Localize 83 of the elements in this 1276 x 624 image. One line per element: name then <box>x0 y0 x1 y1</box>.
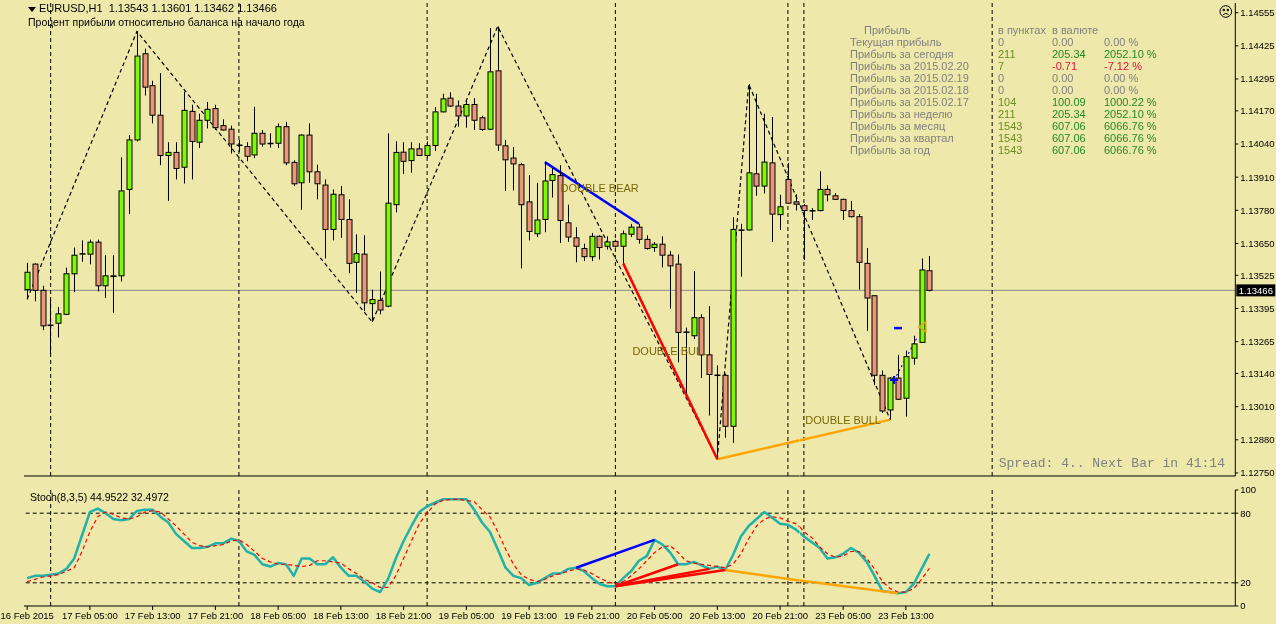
x-tick-label: 20 Feb 13:00 <box>689 609 746 621</box>
text: 1543 <box>998 132 1023 144</box>
y-tick-label: 20 <box>1239 577 1251 589</box>
y-tick-label: 1.13395 <box>1239 302 1275 314</box>
text: 1543 <box>998 120 1023 132</box>
category-label: Прибыль за год <box>850 144 930 156</box>
category-label: Прибыль за квартал <box>850 132 954 144</box>
text: 1543 <box>998 144 1023 156</box>
text: 0 <box>998 36 1005 48</box>
category-label: Прибыль за 2015.02.17 <box>850 96 969 108</box>
annotation: Spread: 4.. Next Bar in 41:14 <box>998 456 1225 471</box>
category-label: Прибыль за неделю <box>850 108 953 120</box>
x-tick-label: 17 Feb 05:00 <box>61 609 118 621</box>
x-tick-label: 16 Feb 2015 <box>0 609 54 621</box>
y-tick-label: 1.13650 <box>1239 237 1275 249</box>
text: 7 <box>998 60 1005 72</box>
y-tick-label: 1.13910 <box>1239 171 1275 183</box>
text: 6066.76 % <box>1104 132 1157 144</box>
chart-title: Stoch(8,3,5) 44.9522 32.4972 <box>30 491 169 503</box>
y-tick-label: 1.13780 <box>1239 204 1275 216</box>
x-tick-label: 19 Feb 13:00 <box>501 609 558 621</box>
y-tick-label: 1.13140 <box>1239 367 1275 379</box>
y-tick-label: 1.12750 <box>1239 467 1275 479</box>
x-tick-label: 19 Feb 05:00 <box>438 609 495 621</box>
y-tick-label: 0 <box>1239 600 1246 612</box>
x-tick-label: 18 Feb 13:00 <box>312 609 369 621</box>
category-label: в валюте <box>1052 24 1099 36</box>
category-label: Прибыль за сегодня <box>850 48 954 60</box>
y-tick-label: 100 <box>1239 484 1256 496</box>
text: 2052.10 % <box>1104 48 1157 60</box>
text: 6066.76 % <box>1104 120 1157 132</box>
text: 104 <box>998 96 1017 108</box>
text: 607.06 <box>1052 144 1086 156</box>
category-label: Прибыль за 2015.02.19 <box>850 72 969 84</box>
x-tick-label: 19 Feb 21:00 <box>563 609 620 621</box>
y-tick-label: 80 <box>1239 507 1251 519</box>
category-label: в пунктах <box>998 24 1046 36</box>
text: 0.00 % <box>1104 36 1139 48</box>
annotation: DOUBLE BULL <box>804 414 881 427</box>
y-tick-label: 1.14555 <box>1239 7 1275 19</box>
text: 607.06 <box>1052 132 1086 144</box>
x-tick-label: 17 Feb 21:00 <box>187 609 244 621</box>
text: 0 <box>998 72 1005 84</box>
text: 205.34 <box>1052 108 1086 120</box>
x-tick-label: 17 Feb 13:00 <box>124 609 181 621</box>
category-label: Прибыль за 2015.02.20 <box>850 60 969 72</box>
y-tick-label: 1.13265 <box>1239 335 1275 347</box>
x-tick-label: 23 Feb 13:00 <box>877 609 934 621</box>
y-tick-label: 1.14170 <box>1239 105 1275 117</box>
text: 0.00 <box>1052 84 1074 96</box>
ref-line-label: 1.13466 <box>1238 284 1273 296</box>
text: 607.06 <box>1052 120 1086 132</box>
text: Прибыль <box>864 24 911 36</box>
text: 2052.10 % <box>1104 108 1157 120</box>
text: 211 <box>998 48 1016 60</box>
text: -0.71 <box>1052 60 1078 72</box>
x-tick-label: 20 Feb 21:00 <box>752 609 809 621</box>
y-tick-label: 1.13010 <box>1239 401 1275 413</box>
y-tick-label: 1.14425 <box>1239 40 1275 52</box>
text: 0 <box>998 84 1005 96</box>
text: 6066.76 % <box>1104 144 1157 156</box>
text: 1000.22 % <box>1104 96 1157 108</box>
text: Процент прибыли относительно баланса на начало года <box>28 16 305 28</box>
category-label: Прибыль за 2015.02.18 <box>850 84 969 96</box>
chart-title: EURUSD,H1 1.13543 1.13601 1.13462 1.13466 <box>39 2 277 14</box>
text: 0.00 % <box>1104 84 1139 96</box>
y-tick-label: 1.13525 <box>1239 269 1275 281</box>
text: 205.34 <box>1052 48 1086 60</box>
text: 0.00 <box>1052 36 1074 48</box>
y-tick-label: 1.14295 <box>1239 73 1275 85</box>
x-tick-label: 23 Feb 05:00 <box>814 609 871 621</box>
text: 0.00 <box>1052 72 1074 84</box>
y-tick-label: 1.12880 <box>1239 434 1275 446</box>
x-tick-label: 20 Feb 05:00 <box>626 609 683 621</box>
text: 100.09 <box>1052 96 1086 108</box>
text: -7.12 % <box>1104 60 1142 72</box>
category-label: Текущая прибыль <box>850 36 942 48</box>
category-label: Прибыль за месяц <box>850 120 946 132</box>
y-tick-label: 1.14040 <box>1239 138 1275 150</box>
text: 211 <box>998 108 1016 120</box>
text: 0.00 % <box>1104 72 1139 84</box>
x-tick-label: 18 Feb 21:00 <box>375 609 432 621</box>
x-tick-label: 18 Feb 05:00 <box>250 609 307 621</box>
